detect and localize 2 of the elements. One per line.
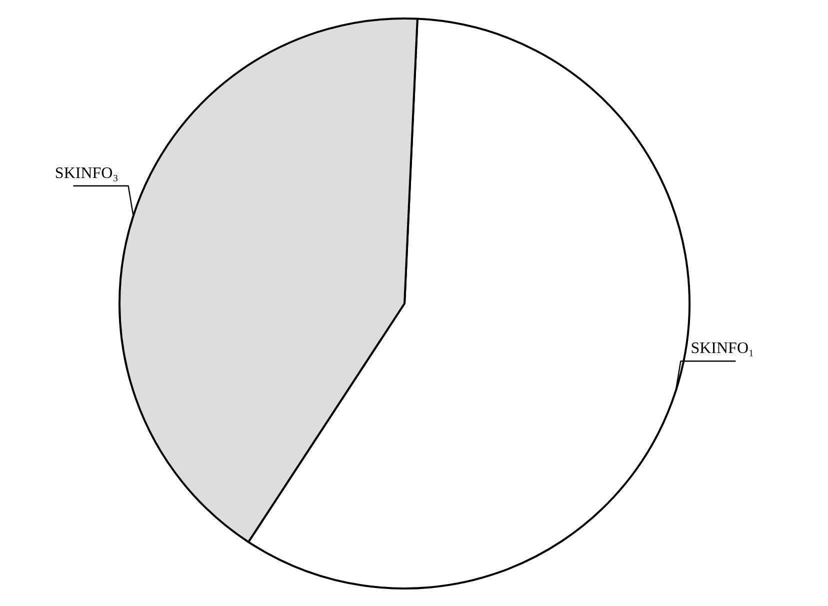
slice-label: SKINFO₁ — [690, 340, 754, 358]
slice-label: SKINFO₃ — [54, 164, 118, 182]
